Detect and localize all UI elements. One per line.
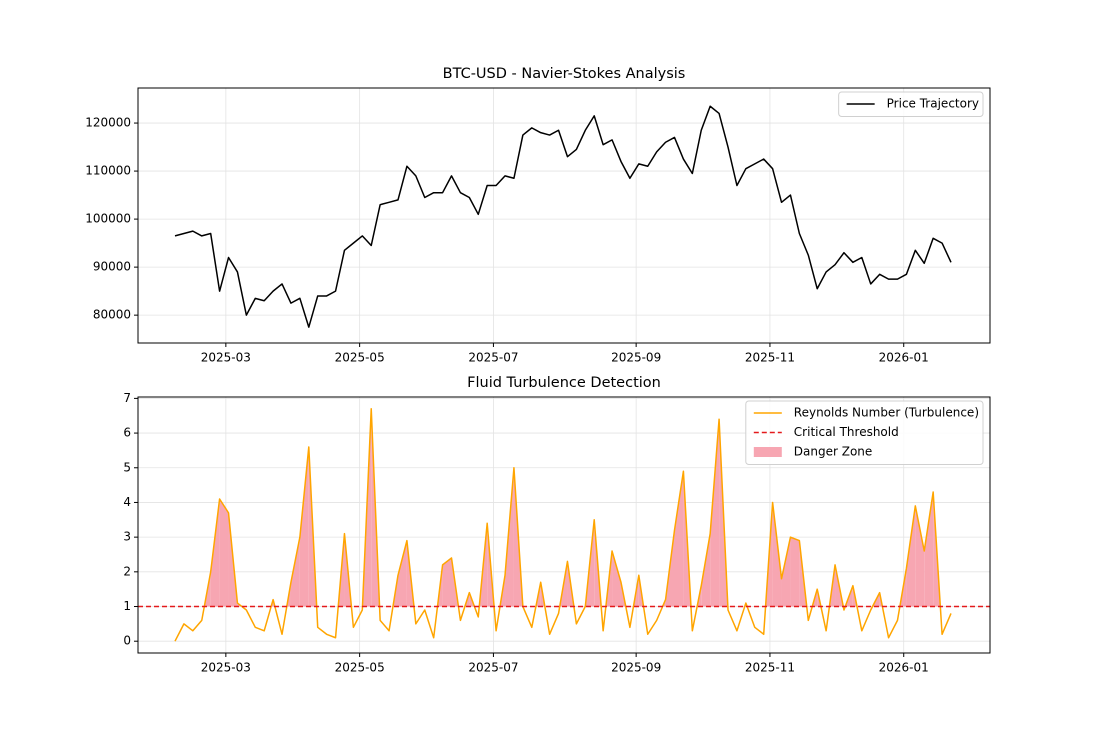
axes-frame — [137, 396, 991, 654]
danger-zone — [781, 537, 791, 607]
series-line — [174, 105, 952, 328]
y-tick-label: 2 — [123, 564, 131, 578]
legend-label: Danger Zone — [794, 445, 873, 459]
chart-title: Fluid Turbulence Detection — [467, 375, 661, 391]
legend: Price Trajectory — [838, 91, 984, 117]
x-tick-label: 2025-05 — [335, 351, 385, 365]
legend-box — [745, 400, 984, 465]
y-tick-label: 100000 — [85, 212, 131, 226]
x-tick-label: 2025-03 — [201, 661, 251, 675]
danger-zone — [772, 502, 782, 607]
danger-zone — [915, 505, 925, 607]
y-tick-label: 110000 — [85, 164, 131, 178]
legend-label: Price Trajectory — [887, 97, 979, 111]
danger-zone — [701, 533, 711, 607]
series-line — [174, 408, 952, 642]
chart-title: BTC-USD - Navier-Stokes Analysis — [443, 66, 686, 82]
plot-area — [174, 105, 952, 328]
legend-box — [838, 91, 984, 117]
x-tick-label: 2025-03 — [201, 351, 251, 365]
x-tick-label: 2025-07 — [468, 661, 518, 675]
plot-area — [138, 408, 990, 642]
danger-zone — [210, 498, 220, 607]
x-tick-label: 2025-11 — [745, 351, 795, 365]
danger-zone — [299, 446, 309, 607]
y-tick-label: 4 — [123, 495, 131, 509]
x-tick-label: 2025-07 — [468, 351, 518, 365]
x-tick-label: 2026-01 — [879, 351, 929, 365]
y-tick-label: 6 — [123, 426, 131, 440]
y-tick-label: 5 — [123, 460, 131, 474]
danger-zone — [219, 498, 229, 607]
y-tick-label: 90000 — [93, 260, 131, 274]
danger-zone — [612, 551, 621, 607]
danger-zone — [710, 419, 720, 607]
x-tick-label: 2026-01 — [879, 661, 929, 675]
y-tick-label: 120000 — [85, 116, 131, 130]
y-tick-label: 80000 — [93, 308, 131, 322]
legend-swatch — [753, 447, 782, 457]
x-tick-label: 2025-09 — [611, 661, 661, 675]
danger-zone — [790, 537, 800, 607]
legend-label: Critical Threshold — [794, 425, 899, 439]
y-tick-label: 1 — [123, 599, 131, 613]
x-tick-label: 2025-09 — [611, 351, 661, 365]
y-tick-label: 7 — [123, 391, 131, 405]
x-tick-label: 2025-11 — [745, 661, 795, 675]
danger-zone — [290, 537, 300, 607]
y-tick-label: 0 — [123, 634, 131, 648]
danger-zone — [442, 557, 452, 607]
danger-zone — [924, 492, 934, 607]
axes-frame — [137, 87, 991, 344]
legend: Reynolds Number (Turbulence) Critical Thr… — [745, 400, 984, 465]
y-tick-label: 3 — [123, 530, 131, 544]
danger-zone — [906, 505, 916, 607]
danger-zone — [674, 471, 684, 607]
legend-label: Reynolds Number (Turbulence) — [794, 406, 979, 420]
danger-zone — [397, 540, 407, 607]
x-tick-label: 2025-05 — [335, 661, 385, 675]
